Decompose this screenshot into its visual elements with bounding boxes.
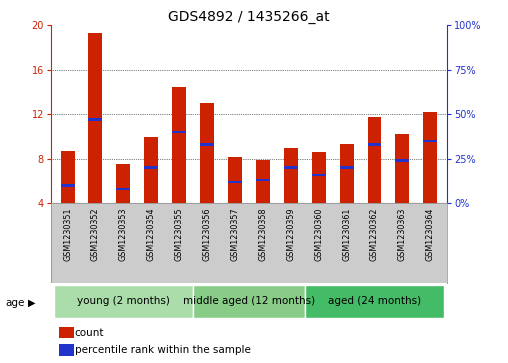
Bar <box>172 86 186 203</box>
Text: ▶: ▶ <box>28 298 36 308</box>
Bar <box>228 156 242 203</box>
Text: GSM1230362: GSM1230362 <box>370 207 379 261</box>
Bar <box>88 118 103 121</box>
Bar <box>172 131 186 133</box>
Bar <box>312 174 326 176</box>
Bar <box>144 167 158 169</box>
Text: GSM1230352: GSM1230352 <box>91 207 100 261</box>
Bar <box>59 344 74 356</box>
Bar <box>60 151 75 203</box>
Bar <box>367 117 382 203</box>
Bar <box>395 134 409 203</box>
Text: GSM1230357: GSM1230357 <box>231 207 239 261</box>
Text: GSM1230356: GSM1230356 <box>203 207 211 261</box>
Text: young (2 months): young (2 months) <box>77 295 170 306</box>
Bar <box>200 143 214 146</box>
Text: age: age <box>5 298 24 308</box>
Text: GSM1230354: GSM1230354 <box>147 207 156 261</box>
Bar <box>423 140 437 142</box>
Title: GDS4892 / 1435266_at: GDS4892 / 1435266_at <box>168 11 330 24</box>
Bar <box>144 136 158 203</box>
Text: GSM1230355: GSM1230355 <box>175 207 184 261</box>
Bar <box>367 143 382 146</box>
Bar <box>116 188 131 190</box>
Text: GSM1230363: GSM1230363 <box>398 207 407 261</box>
Bar <box>284 148 298 203</box>
Bar <box>256 179 270 182</box>
Text: middle aged (12 months): middle aged (12 months) <box>183 295 315 306</box>
Text: GSM1230360: GSM1230360 <box>314 207 323 261</box>
Bar <box>340 144 354 203</box>
Text: GSM1230364: GSM1230364 <box>426 207 435 261</box>
Bar <box>284 167 298 169</box>
Bar <box>116 164 131 203</box>
Text: GSM1230361: GSM1230361 <box>342 207 351 261</box>
FancyBboxPatch shape <box>53 285 193 318</box>
Bar <box>423 112 437 203</box>
Bar <box>256 160 270 203</box>
Bar <box>395 159 409 162</box>
Text: GSM1230359: GSM1230359 <box>287 207 295 261</box>
Bar <box>312 152 326 203</box>
Text: GSM1230358: GSM1230358 <box>259 207 267 261</box>
Text: percentile rank within the sample: percentile rank within the sample <box>75 345 250 355</box>
Text: GSM1230351: GSM1230351 <box>63 207 72 261</box>
Text: aged (24 months): aged (24 months) <box>328 295 421 306</box>
Bar <box>228 181 242 183</box>
Bar <box>200 103 214 203</box>
Bar <box>59 327 74 338</box>
Bar <box>340 167 354 169</box>
Text: count: count <box>75 327 104 338</box>
FancyBboxPatch shape <box>305 285 444 318</box>
Bar <box>60 184 75 187</box>
Bar <box>88 33 103 203</box>
FancyBboxPatch shape <box>193 285 305 318</box>
Text: GSM1230353: GSM1230353 <box>119 207 128 261</box>
